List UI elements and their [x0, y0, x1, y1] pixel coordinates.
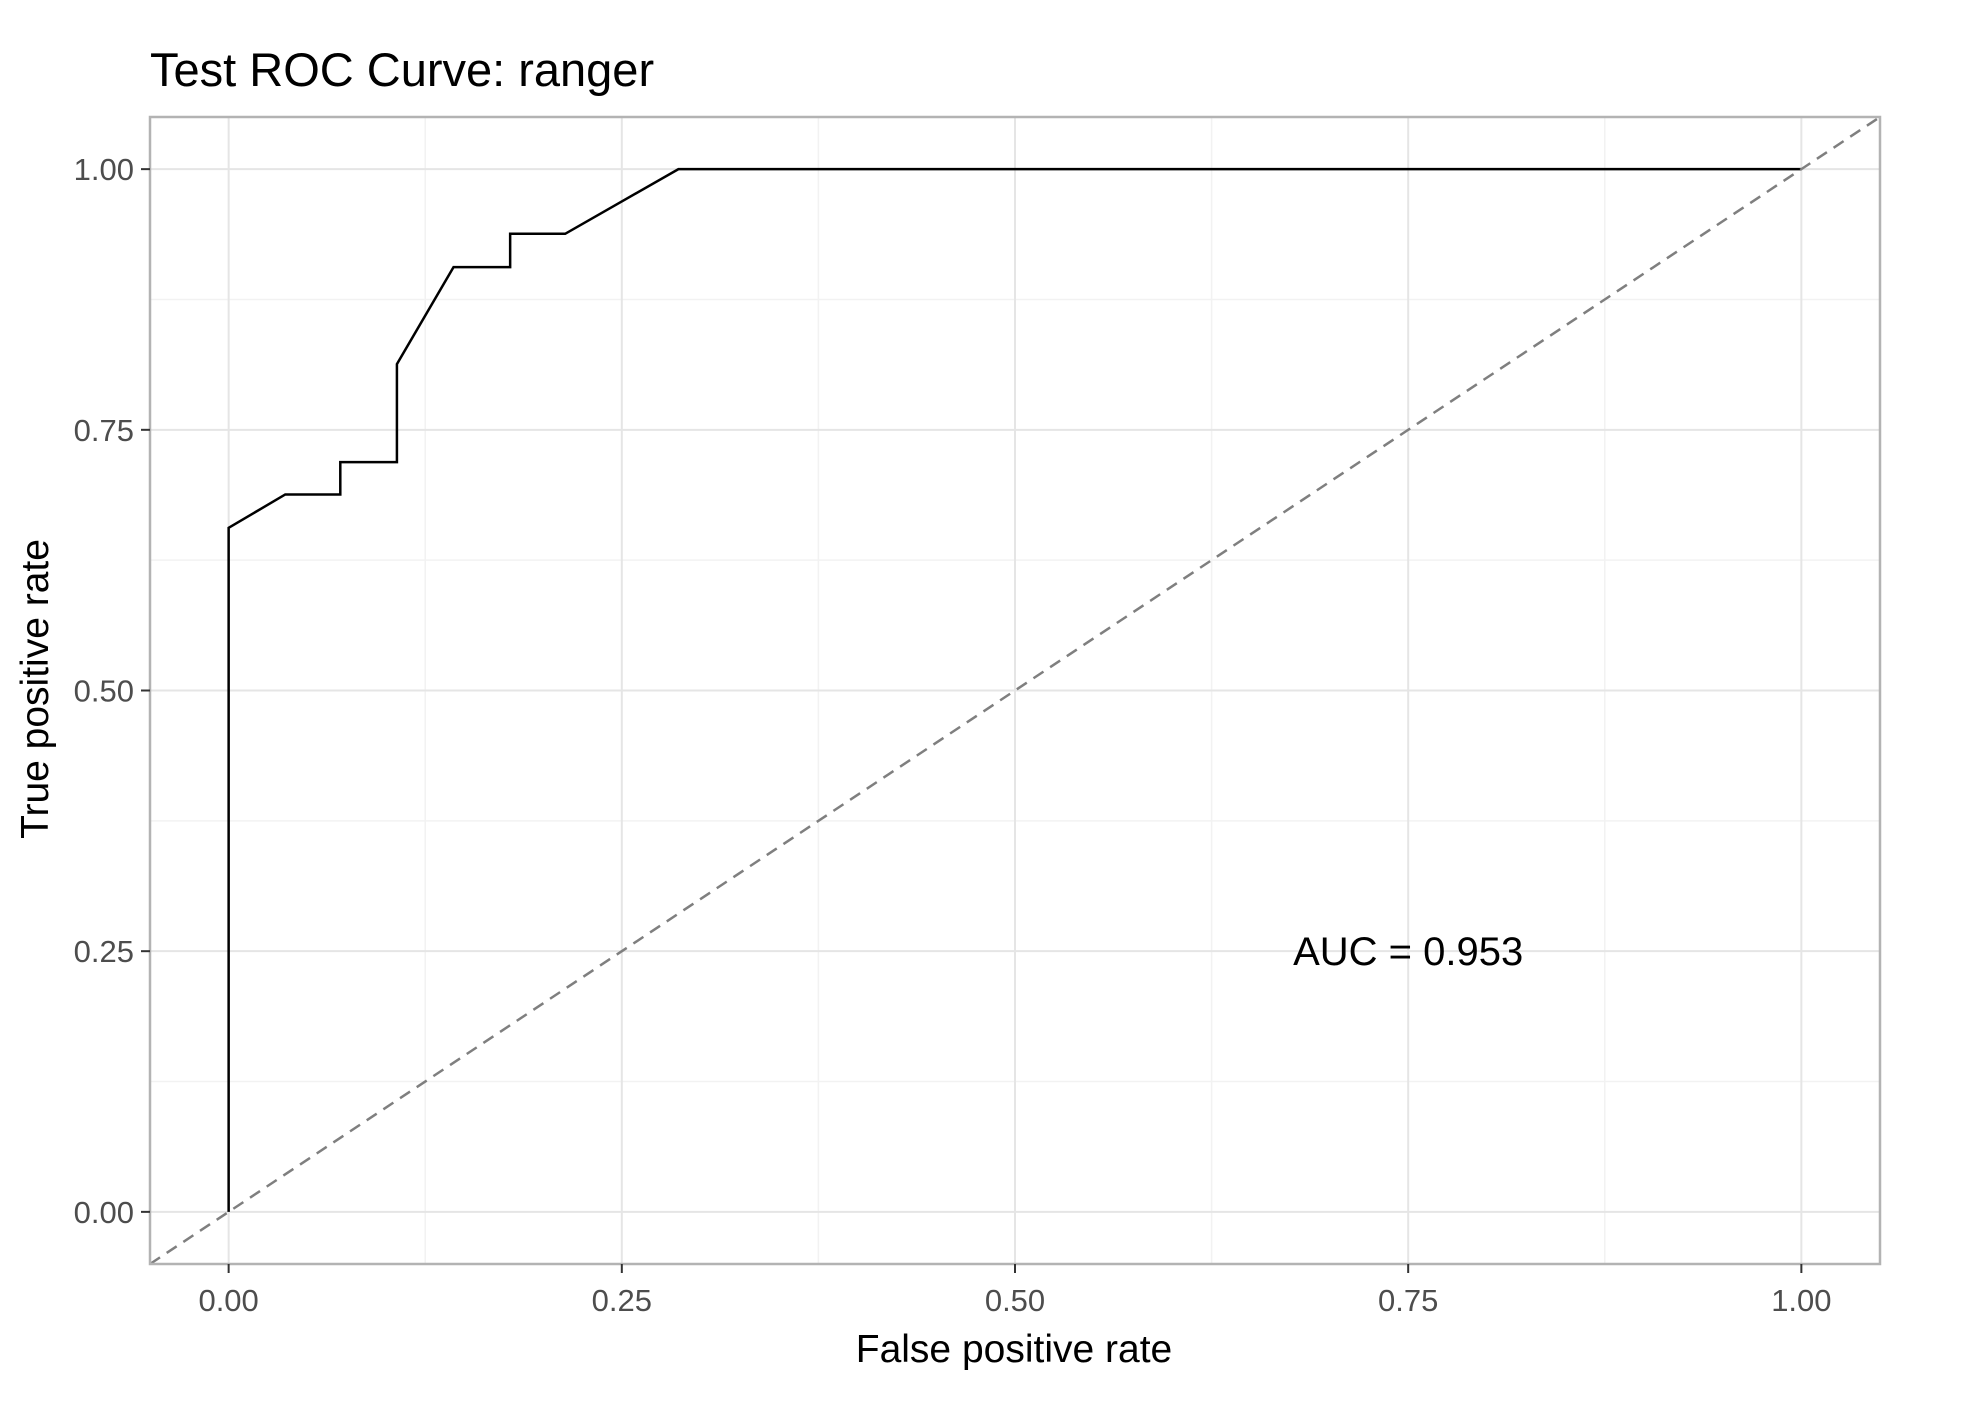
annotations: AUC = 0.953 — [1293, 930, 1523, 974]
x-tick-label: 0.25 — [592, 1283, 652, 1318]
reference-diagonal-line — [149, 115, 1881, 1266]
x-tick-label: 0.00 — [198, 1283, 258, 1318]
chart-title: Test ROC Curve: ranger — [150, 43, 654, 96]
x-tick-label: 0.50 — [985, 1283, 1045, 1318]
y-tick-label: 0.25 — [74, 934, 134, 969]
roc-curve-line — [227, 167, 1802, 1212]
auc-annotation: AUC = 0.953 — [1293, 930, 1523, 974]
y-tick-label: 0.00 — [74, 1195, 134, 1230]
x-tick-label: 0.75 — [1378, 1283, 1438, 1318]
plot-data — [149, 115, 1881, 1266]
y-axis-title: True positive rate — [14, 539, 57, 839]
y-tick-label: 0.50 — [74, 674, 134, 709]
y-tick-label: 0.75 — [74, 413, 134, 448]
x-tick-label: 1.00 — [1771, 1283, 1831, 1318]
y-tick-label: 1.00 — [74, 152, 134, 187]
x-axis-title: False positive rate — [856, 1328, 1172, 1371]
axes: 0.00 0.25 0.50 0.75 1.00 0.00 0.25 0.50 0.75 1.00 — [74, 115, 1882, 1318]
